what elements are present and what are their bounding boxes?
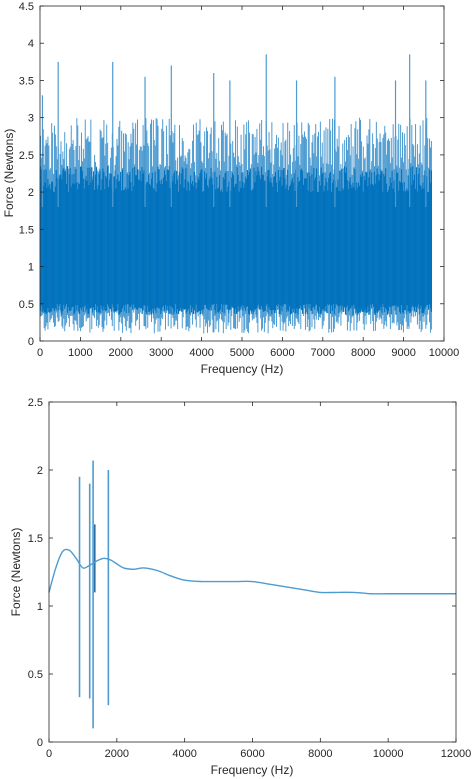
chart-2-x-tick-label: 4000: [172, 748, 196, 760]
chart-2-x-ticks: 0 2000 4000 6000 8000 10000 12000: [46, 402, 471, 760]
chart-2-series-line: [48, 548, 456, 595]
chart-2-y-tick-label: 1: [37, 601, 43, 613]
chart-1-y-tick-label: 0.5: [19, 299, 34, 311]
chart-2-y-tick-label: 1.5: [28, 533, 43, 545]
chart-1-y-ticks: 0 0.5 1 1.5 2 2.5 3 3.5 4 4.5: [19, 1, 444, 348]
chart-1-x-tick-label: 8000: [351, 347, 375, 359]
chart-1-y-tick-label: 4.5: [19, 1, 34, 13]
chart-1-x-tick-label: 5000: [230, 347, 254, 359]
chart-1-y-tick-label: 1.5: [19, 224, 34, 236]
chart-2-x-tick-label: 2000: [105, 748, 129, 760]
chart-2-x-tick-label: 8000: [308, 748, 332, 760]
chart-2-y-tick-label: 2.5: [28, 397, 43, 409]
chart-2-y-tick-label: 0: [37, 737, 43, 749]
chart-1-x-axis-label: Frequency (Hz): [201, 362, 284, 376]
chart-1-x-ticks: 0 1000 2000 3000 4000 5000 6000 7000 8000 9000 100…: [37, 6, 459, 359]
chart-2-x-axis-label: Frequency (Hz): [211, 763, 294, 777]
chart-2-x-tick-label: 12000: [441, 748, 472, 760]
chart-2-plot-frame: [48, 401, 457, 743]
chart-2-spikes: [78, 460, 110, 729]
chart-2: 0 2000 4000 6000 8000 10000 12000 0 0.5 1 1.5 2 2.5…: [9, 397, 471, 777]
chart-1-x-tick-label: 7000: [311, 347, 335, 359]
chart-1-x-tick-label: 3000: [149, 347, 173, 359]
chart-1-x-tick-label: 0: [37, 347, 43, 359]
chart-1-y-tick-label: 3.5: [19, 75, 34, 87]
chart-1-y-tick-label: 2: [28, 187, 34, 199]
chart-2-y-ticks: 0 0.5 1 1.5 2 2.5: [28, 397, 456, 749]
chart-1-y-tick-label: 0: [28, 336, 34, 348]
chart-2-y-tick-label: 2: [37, 465, 43, 477]
chart-2-x-tick-label: 10000: [373, 748, 404, 760]
chart-2-x-tick-label: 6000: [240, 748, 264, 760]
chart-1-x-tick-label: 1000: [68, 347, 92, 359]
chart-1-y-tick-label: 2.5: [19, 150, 34, 162]
chart-1: 0 1000 2000 3000 4000 5000 6000 7000 8000 9000 100…: [2, 1, 459, 376]
chart-1-y-tick-label: 3: [28, 113, 34, 125]
chart-1-y-axis-label: Force (Newtons): [2, 129, 16, 218]
chart-1-x-tick-label: 2000: [109, 347, 133, 359]
chart-2-x-tick-label: 0: [46, 748, 52, 760]
chart-2-y-tick-label: 0.5: [28, 669, 43, 681]
chart-1-x-tick-label: 9000: [391, 347, 415, 359]
chart-1-y-tick-label: 1: [28, 262, 34, 274]
chart-1-x-tick-label: 4000: [189, 347, 213, 359]
chart-1-y-tick-label: 4: [28, 38, 34, 50]
chart-1-x-tick-label: 10000: [429, 347, 460, 359]
chart-2-y-axis-label: Force (Newtons): [9, 528, 23, 617]
chart-1-x-tick-label: 6000: [270, 347, 294, 359]
chart-1-peaks: [41, 54, 427, 207]
chart-1-traces: [39, 117, 433, 334]
